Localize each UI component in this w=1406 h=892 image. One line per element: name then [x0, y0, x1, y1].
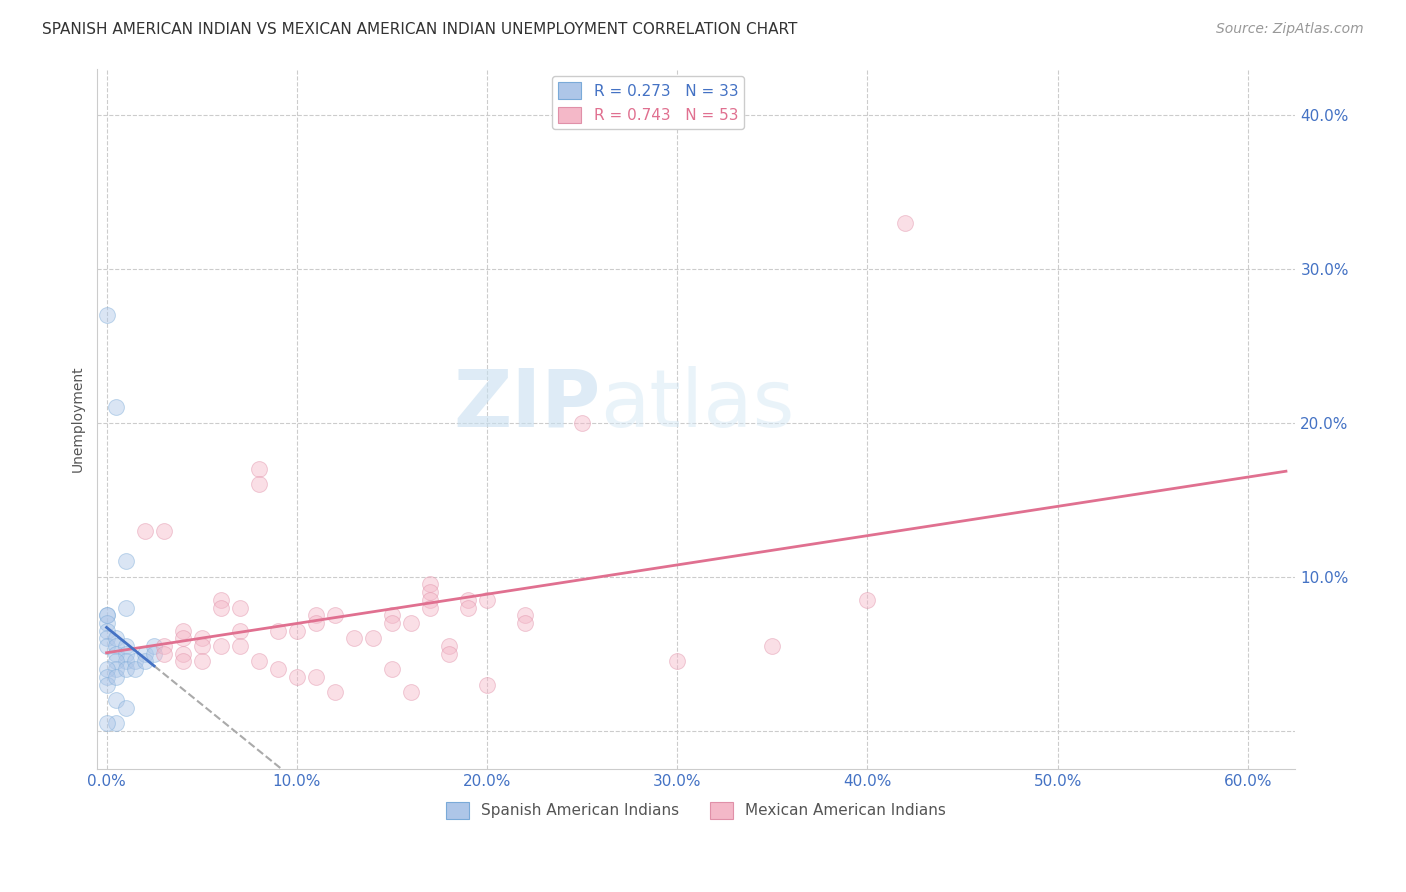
Point	[114, 600, 136, 615]
Point	[228, 624, 250, 638]
Point	[105, 693, 128, 707]
Point	[105, 639, 128, 653]
Point	[323, 685, 346, 699]
Point	[399, 615, 422, 630]
Point	[96, 632, 118, 646]
Point	[152, 639, 174, 653]
Point	[361, 632, 384, 646]
Point	[96, 608, 118, 623]
Point	[228, 639, 250, 653]
Point	[475, 593, 498, 607]
Point	[285, 624, 308, 638]
Point	[228, 600, 250, 615]
Point	[209, 639, 232, 653]
Point	[105, 647, 128, 661]
Point	[666, 655, 689, 669]
Point	[105, 655, 128, 669]
Point	[152, 524, 174, 538]
Point	[285, 670, 308, 684]
Point	[114, 639, 136, 653]
Text: Source: ZipAtlas.com: Source: ZipAtlas.com	[1216, 22, 1364, 37]
Point	[457, 600, 479, 615]
Point	[134, 647, 156, 661]
Point	[856, 593, 879, 607]
Point	[105, 716, 128, 731]
Point	[419, 600, 441, 615]
Point	[96, 716, 118, 731]
Point	[247, 655, 270, 669]
Point	[190, 632, 212, 646]
Point	[437, 647, 460, 661]
Point	[190, 639, 212, 653]
Point	[381, 608, 404, 623]
Point	[134, 655, 156, 669]
Point	[114, 647, 136, 661]
Point	[105, 632, 128, 646]
Point	[267, 662, 290, 676]
Point	[437, 639, 460, 653]
Point	[172, 647, 194, 661]
Point	[419, 593, 441, 607]
Point	[247, 462, 270, 476]
Point	[134, 524, 156, 538]
Point	[761, 639, 783, 653]
Point	[247, 477, 270, 491]
Point	[172, 655, 194, 669]
Point	[172, 632, 194, 646]
Point	[105, 670, 128, 684]
Point	[96, 615, 118, 630]
Point	[305, 608, 328, 623]
Point	[114, 554, 136, 568]
Text: atlas: atlas	[600, 366, 794, 444]
Point	[399, 685, 422, 699]
Point	[323, 608, 346, 623]
Text: SPANISH AMERICAN INDIAN VS MEXICAN AMERICAN INDIAN UNEMPLOYMENT CORRELATION CHAR: SPANISH AMERICAN INDIAN VS MEXICAN AMERI…	[42, 22, 797, 37]
Point	[143, 647, 166, 661]
Text: ZIP: ZIP	[453, 366, 600, 444]
Point	[209, 600, 232, 615]
Point	[894, 215, 917, 229]
Point	[152, 647, 174, 661]
Y-axis label: Unemployment: Unemployment	[72, 366, 86, 472]
Point	[513, 608, 536, 623]
Point	[96, 639, 118, 653]
Point	[96, 670, 118, 684]
Point	[114, 655, 136, 669]
Point	[381, 615, 404, 630]
Point	[114, 700, 136, 714]
Point	[96, 662, 118, 676]
Point	[571, 416, 593, 430]
Point	[124, 655, 146, 669]
Point	[209, 593, 232, 607]
Point	[105, 401, 128, 415]
Point	[124, 662, 146, 676]
Point	[419, 577, 441, 591]
Point	[305, 670, 328, 684]
Point	[143, 639, 166, 653]
Point	[457, 593, 479, 607]
Point	[114, 662, 136, 676]
Point	[267, 624, 290, 638]
Point	[513, 615, 536, 630]
Point	[381, 662, 404, 676]
Point	[190, 655, 212, 669]
Point	[419, 585, 441, 599]
Point	[105, 662, 128, 676]
Point	[96, 608, 118, 623]
Point	[96, 308, 118, 322]
Point	[305, 615, 328, 630]
Point	[475, 677, 498, 691]
Point	[96, 624, 118, 638]
Point	[343, 632, 366, 646]
Point	[172, 624, 194, 638]
Legend: Spanish American Indians, Mexican American Indians: Spanish American Indians, Mexican Americ…	[440, 796, 952, 825]
Point	[96, 677, 118, 691]
